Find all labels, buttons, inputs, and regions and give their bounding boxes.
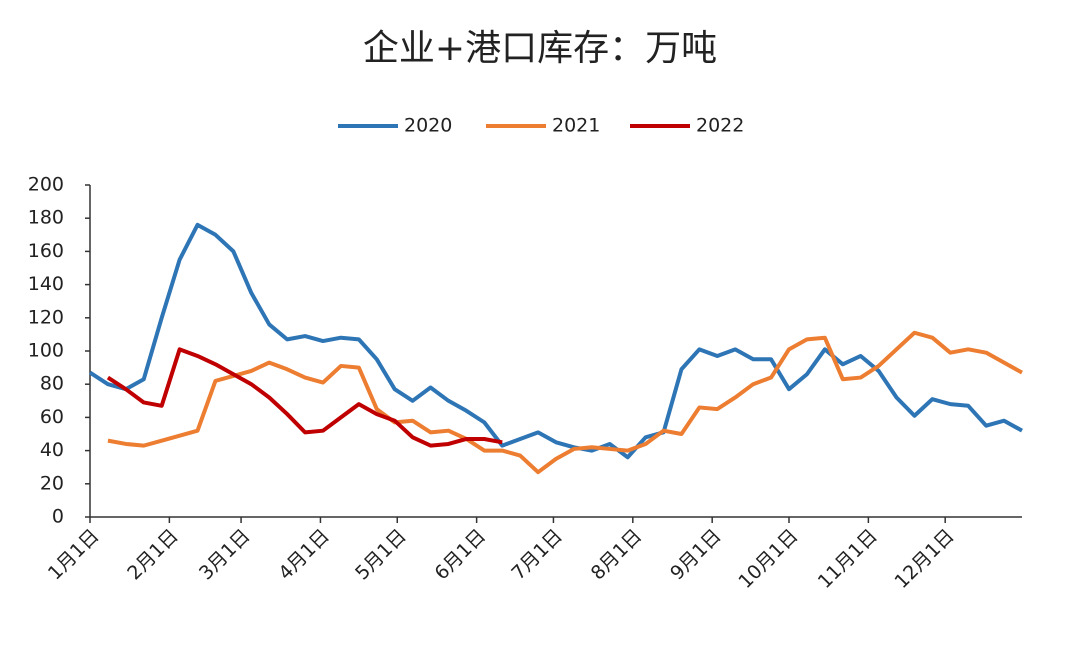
- legend-label: 2020: [404, 115, 452, 137]
- y-tick-label: 120: [28, 306, 64, 328]
- legend-label: 2021: [552, 115, 600, 137]
- chart-title: 企业+港口库存：万吨: [363, 28, 717, 69]
- y-tick-label: 140: [28, 273, 64, 295]
- x-tick-label: 9月1日: [666, 525, 726, 585]
- y-tick-label: 20: [40, 472, 64, 494]
- x-tick-label: 7月1日: [507, 525, 567, 585]
- y-tick-label: 40: [40, 439, 64, 461]
- x-tick-label: 12月1日: [891, 525, 959, 593]
- series-line: [88, 222, 1023, 460]
- y-tick-label: 0: [52, 506, 64, 528]
- y-tick-label: 180: [28, 207, 64, 229]
- x-tick-label: 6月1日: [431, 525, 491, 585]
- x-tick-label: 3月1日: [195, 525, 255, 585]
- x-tick-label: 1月1日: [44, 525, 104, 585]
- x-tick-label: 2月1日: [123, 525, 183, 585]
- y-tick-label: 100: [28, 340, 64, 362]
- y-tick-label: 80: [40, 373, 64, 395]
- y-tick-label: 200: [28, 174, 64, 196]
- x-tick-label: 11月1日: [814, 525, 882, 593]
- series-line: [106, 347, 503, 448]
- y-tick-label: 60: [40, 406, 64, 428]
- x-tick-label: 10月1日: [734, 525, 802, 593]
- legend-label: 2022: [696, 115, 744, 137]
- y-tick-label: 160: [28, 240, 64, 262]
- x-tick-label: 8月1日: [587, 525, 647, 585]
- series-line: [107, 330, 1023, 475]
- x-tick-label: 5月1日: [351, 525, 411, 585]
- x-tick-label: 4月1日: [274, 525, 334, 585]
